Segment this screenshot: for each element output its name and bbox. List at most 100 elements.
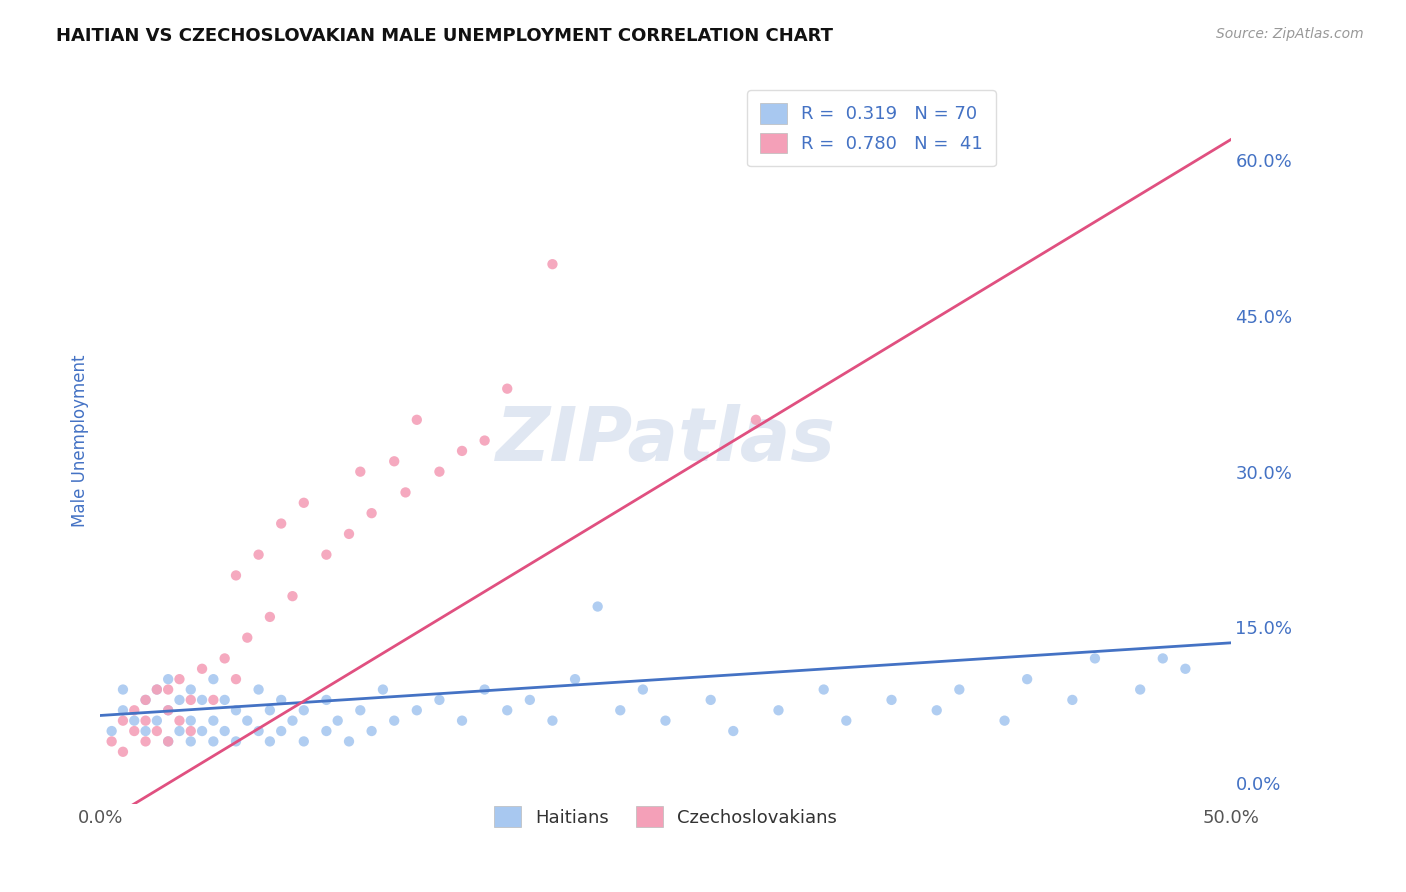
Point	[315, 693, 337, 707]
Point	[111, 714, 134, 728]
Point	[122, 724, 145, 739]
Y-axis label: Male Unemployment: Male Unemployment	[72, 354, 89, 527]
Point	[247, 548, 270, 562]
Point	[948, 682, 970, 697]
Point	[202, 714, 225, 728]
Point	[382, 714, 405, 728]
Point	[474, 682, 496, 697]
Text: Source: ZipAtlas.com: Source: ZipAtlas.com	[1216, 27, 1364, 41]
Point	[169, 672, 191, 686]
Point	[586, 599, 609, 614]
Point	[191, 724, 214, 739]
Point	[519, 693, 541, 707]
Point	[880, 693, 903, 707]
Point	[813, 682, 835, 697]
Point	[214, 724, 236, 739]
Point	[169, 693, 191, 707]
Legend: Haitians, Czechoslovakians: Haitians, Czechoslovakians	[486, 799, 845, 835]
Point	[768, 703, 790, 717]
Point	[1084, 651, 1107, 665]
Point	[541, 714, 564, 728]
Point	[1152, 651, 1174, 665]
Point	[157, 672, 180, 686]
Point	[315, 724, 337, 739]
Point	[405, 703, 427, 717]
Point	[146, 724, 169, 739]
Point	[169, 724, 191, 739]
Point	[654, 714, 676, 728]
Point	[1129, 682, 1152, 697]
Point	[360, 506, 382, 520]
Point	[111, 682, 134, 697]
Point	[180, 682, 202, 697]
Point	[259, 703, 281, 717]
Point	[371, 682, 394, 697]
Point	[474, 434, 496, 448]
Point	[394, 485, 416, 500]
Point	[429, 465, 451, 479]
Point	[349, 703, 371, 717]
Point	[699, 693, 721, 707]
Point	[100, 734, 122, 748]
Point	[225, 734, 247, 748]
Point	[382, 454, 405, 468]
Point	[135, 693, 157, 707]
Point	[225, 703, 247, 717]
Point	[135, 693, 157, 707]
Point	[292, 703, 315, 717]
Point	[135, 714, 157, 728]
Point	[564, 672, 586, 686]
Point	[157, 682, 180, 697]
Point	[259, 610, 281, 624]
Point	[315, 548, 337, 562]
Point	[247, 724, 270, 739]
Point	[451, 444, 474, 458]
Point	[270, 516, 292, 531]
Point	[146, 714, 169, 728]
Point	[496, 382, 519, 396]
Point	[541, 257, 564, 271]
Point	[214, 651, 236, 665]
Point	[180, 693, 202, 707]
Point	[191, 662, 214, 676]
Point	[337, 734, 360, 748]
Point	[292, 734, 315, 748]
Point	[292, 496, 315, 510]
Point	[326, 714, 349, 728]
Point	[835, 714, 858, 728]
Point	[925, 703, 948, 717]
Point	[157, 703, 180, 717]
Point	[259, 734, 281, 748]
Point	[745, 413, 768, 427]
Point	[225, 672, 247, 686]
Point	[111, 745, 134, 759]
Point	[202, 734, 225, 748]
Point	[236, 631, 259, 645]
Point	[122, 714, 145, 728]
Point	[135, 724, 157, 739]
Point	[1174, 662, 1197, 676]
Point	[225, 568, 247, 582]
Point	[180, 734, 202, 748]
Point	[723, 724, 745, 739]
Point	[496, 703, 519, 717]
Point	[146, 682, 169, 697]
Point	[180, 724, 202, 739]
Point	[993, 714, 1015, 728]
Point	[349, 465, 371, 479]
Point	[236, 714, 259, 728]
Point	[270, 724, 292, 739]
Text: HAITIAN VS CZECHOSLOVAKIAN MALE UNEMPLOYMENT CORRELATION CHART: HAITIAN VS CZECHOSLOVAKIAN MALE UNEMPLOY…	[56, 27, 834, 45]
Point	[191, 693, 214, 707]
Point	[337, 527, 360, 541]
Point	[122, 703, 145, 717]
Point	[609, 703, 631, 717]
Point	[360, 724, 382, 739]
Point	[270, 693, 292, 707]
Point	[247, 682, 270, 697]
Point	[281, 714, 304, 728]
Point	[281, 589, 304, 603]
Point	[405, 413, 427, 427]
Point	[157, 734, 180, 748]
Point	[1017, 672, 1039, 686]
